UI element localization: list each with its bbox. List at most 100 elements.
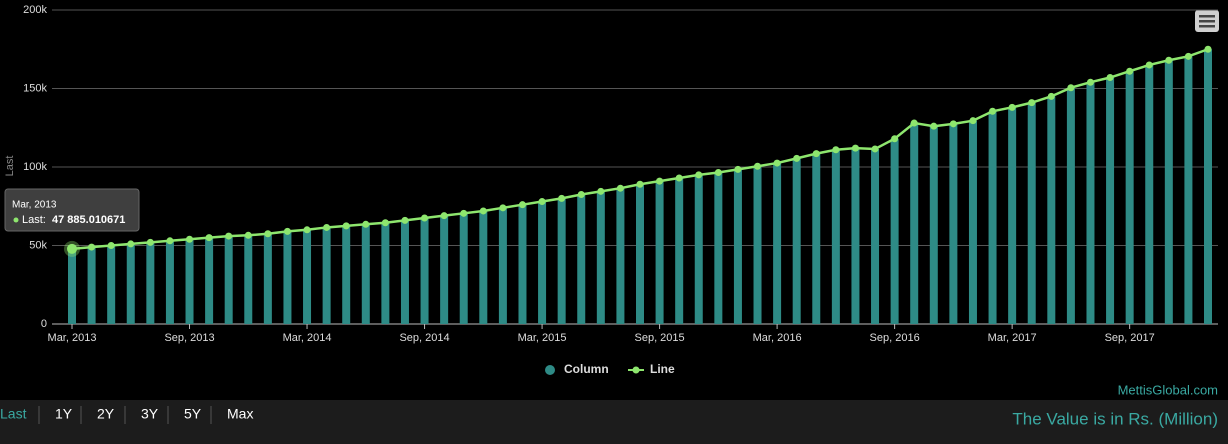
bar — [577, 194, 586, 324]
bar — [518, 204, 527, 324]
line-point — [244, 231, 252, 239]
bar — [636, 184, 644, 324]
line-point — [1067, 84, 1075, 92]
bar — [733, 169, 742, 324]
bar — [1106, 77, 1115, 324]
bar — [812, 153, 821, 324]
line-point — [949, 120, 957, 128]
bar — [342, 225, 351, 324]
legend-label[interactable]: Column — [564, 362, 609, 376]
line-point — [1028, 99, 1036, 107]
bar — [871, 148, 880, 324]
line-point — [264, 230, 272, 238]
y-tick-label: 50k — [29, 239, 47, 251]
line-point — [793, 154, 801, 162]
range-button[interactable]: 5Y — [184, 406, 202, 422]
bar — [498, 207, 507, 324]
x-tick-label: Sep, 2015 — [635, 332, 685, 344]
legend-label[interactable]: Line — [650, 362, 675, 376]
bar — [596, 191, 605, 324]
bar — [968, 120, 977, 324]
x-tick-label: Mar, 2015 — [518, 332, 567, 344]
tooltip-value: 47 885.010671 — [52, 214, 125, 226]
bar — [68, 248, 76, 324]
line-point — [832, 146, 840, 154]
line-point — [1126, 67, 1134, 75]
bar — [381, 222, 390, 324]
line-point — [1184, 52, 1192, 60]
bar — [87, 247, 96, 324]
line-point — [577, 190, 585, 198]
line-point — [616, 184, 624, 192]
line-point — [773, 159, 781, 167]
menu-button[interactable] — [1195, 10, 1219, 32]
line-point — [342, 222, 350, 230]
legend-marker — [545, 365, 555, 375]
range-button[interactable]: 1Y — [55, 406, 73, 422]
line-point — [714, 168, 722, 176]
line-point — [910, 119, 918, 127]
tooltip-marker — [13, 217, 19, 223]
line-point — [989, 107, 997, 115]
range-button[interactable]: Max — [227, 406, 253, 422]
line-point — [1204, 45, 1212, 53]
toolbar — [0, 400, 1228, 444]
bar — [322, 227, 331, 324]
bar — [126, 243, 135, 324]
line-point — [146, 238, 154, 246]
bar — [714, 172, 723, 324]
bar — [185, 239, 194, 324]
line-point — [1047, 92, 1055, 100]
x-tick-label: Sep, 2013 — [164, 332, 214, 344]
x-tick-label: Mar, 2013 — [48, 332, 97, 344]
bar — [107, 245, 116, 324]
bar — [1047, 96, 1056, 324]
note: The Value is in Rs. (Million) — [1012, 409, 1218, 428]
y-tick-label: 100k — [23, 161, 47, 173]
line-point — [205, 234, 213, 242]
bar — [1145, 64, 1154, 324]
bar — [244, 235, 253, 324]
line-point — [1008, 103, 1016, 111]
bar — [773, 163, 782, 324]
line-point — [558, 194, 566, 202]
bar — [440, 215, 449, 324]
line-point — [88, 243, 96, 251]
bar — [655, 181, 664, 324]
line-point — [362, 220, 370, 228]
bar — [205, 237, 214, 324]
bar — [400, 220, 409, 324]
bar — [146, 242, 155, 324]
line-point — [381, 219, 389, 227]
tooltip-date: Mar, 2013 — [12, 200, 57, 211]
line-point — [283, 227, 291, 235]
bar — [479, 210, 488, 324]
bar — [1125, 71, 1134, 324]
line-point — [303, 226, 311, 234]
bar — [910, 123, 919, 324]
bar — [929, 126, 938, 325]
range-button[interactable]: 3Y — [141, 406, 159, 422]
bar — [949, 123, 958, 324]
x-tick-label: Sep, 2016 — [870, 332, 920, 344]
line-point — [1165, 56, 1173, 64]
line-point — [1106, 74, 1114, 82]
range-button[interactable]: 2Y — [97, 406, 115, 422]
line-point — [812, 150, 820, 158]
bar — [303, 229, 312, 324]
credit[interactable]: MettisGlobal.com — [1118, 382, 1218, 397]
bar — [851, 148, 860, 324]
range-button[interactable]: Last — [0, 406, 27, 422]
line-point — [323, 223, 331, 231]
bar — [1204, 49, 1212, 324]
x-tick-label: Sep, 2017 — [1105, 332, 1155, 344]
bar — [675, 177, 684, 324]
menu-line — [1199, 20, 1215, 23]
legend-marker — [632, 366, 640, 374]
bar — [1184, 56, 1193, 324]
line-point — [186, 235, 194, 243]
bar — [1164, 60, 1173, 325]
line-point — [421, 214, 429, 222]
